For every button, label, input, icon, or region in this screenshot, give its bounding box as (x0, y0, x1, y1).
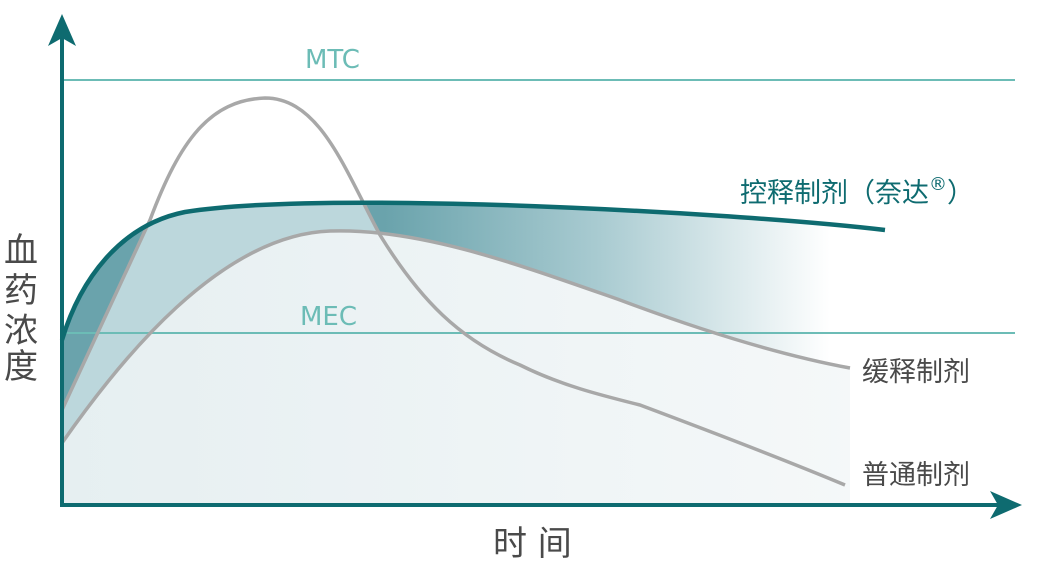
sustained-release-curve (60, 229, 851, 445)
immediate-release-curve (60, 96, 846, 487)
sustained-area-fill (62, 230, 850, 505)
y-axis-label: 血 药 浓 度 (4, 231, 38, 387)
mtc-label: MTC (305, 45, 360, 75)
immediate-release-label: 普通制剂 (862, 460, 970, 491)
mec-label: MEC (300, 302, 357, 332)
svg-text:药: 药 (4, 271, 38, 311)
svg-text:血: 血 (4, 231, 38, 271)
x-axis-arrow-icon (990, 491, 1022, 519)
controlled-release-curve (59, 200, 886, 341)
sustained-release-label: 缓释制剂 (862, 357, 970, 388)
x-axis-label: 时 间 (493, 524, 572, 564)
svg-text:度: 度 (4, 347, 38, 387)
y-axis-arrow-icon (48, 14, 76, 46)
svg-text:浓: 浓 (4, 311, 38, 351)
controlled-release-label: 控释制剂（奈达®） (740, 174, 974, 209)
